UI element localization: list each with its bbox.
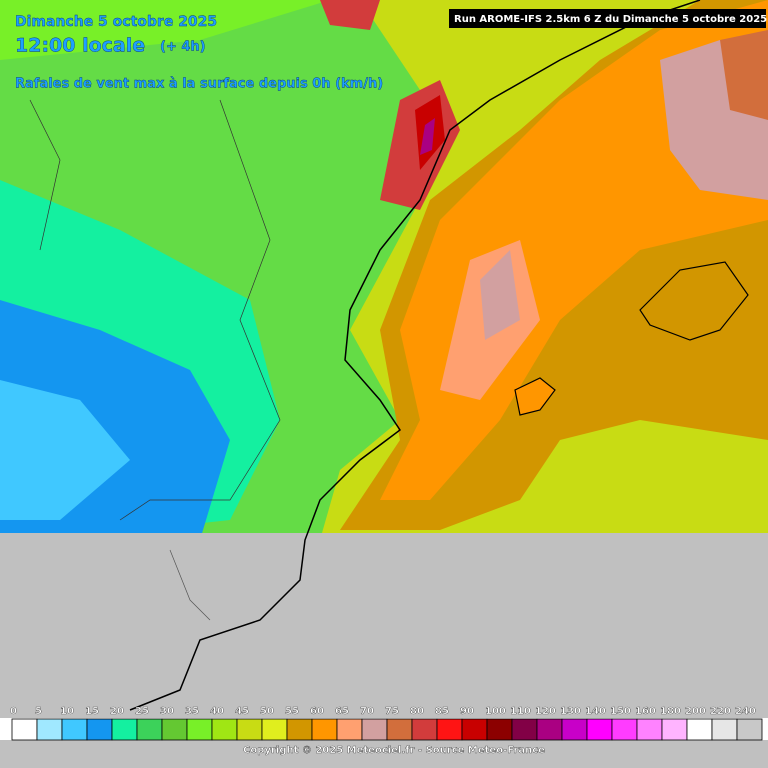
legend-tick-label: 5	[35, 706, 42, 717]
legend-tick-label: 50	[260, 706, 274, 717]
subtitle: Rafales de vent max à la surface depuis …	[15, 77, 383, 92]
legend-tick-label: 140	[585, 706, 606, 717]
legend-swatch	[211, 718, 238, 741]
legend-tick-label: 220	[710, 706, 731, 717]
legend-tick-label: 160	[635, 706, 656, 717]
legend-swatch	[711, 718, 738, 741]
legend-swatch	[236, 718, 263, 741]
legend-swatch	[586, 718, 613, 741]
legend-tick-label: 75	[385, 706, 399, 717]
legend-tick-label: 120	[535, 706, 556, 717]
run-label: Run AROME-IFS 2.5km 6 Z du Dimanche 5 oc…	[454, 14, 767, 25]
legend-swatch	[261, 718, 288, 741]
legend-swatch	[36, 718, 63, 741]
legend-tick-label: 30	[160, 706, 174, 717]
legend-tick-label: 70	[360, 706, 374, 717]
legend-tick-label: 180	[660, 706, 681, 717]
legend-tick-label: 80	[410, 706, 424, 717]
legend: 0 5 10 15 20 25 30 35 40 45 50 55 60 65 70 75 80 85 90 100 1…	[10, 706, 763, 741]
offset-label: (+ 4h)	[160, 40, 206, 55]
legend-swatch	[511, 718, 538, 741]
legend-swatch	[636, 718, 663, 741]
legend-tick-label: 55	[285, 706, 299, 717]
legend-swatch	[386, 718, 413, 741]
legend-tick-label: 150	[610, 706, 631, 717]
legend-tick-label: 100	[485, 706, 506, 717]
legend-tick-label: 35	[185, 706, 199, 717]
legend-swatch	[186, 718, 213, 741]
legend-swatch	[486, 718, 513, 741]
legend-swatch	[736, 718, 763, 741]
legend-swatch	[361, 718, 388, 741]
legend-tick-label: 15	[85, 706, 99, 717]
legend-tick-label: 10	[60, 706, 74, 717]
legend-tick-label: 0	[10, 706, 17, 717]
legend-swatch	[461, 718, 488, 741]
legend-tick-label: 20	[110, 706, 124, 717]
legend-swatch	[536, 718, 563, 741]
legend-swatch	[411, 718, 438, 741]
legend-tick-label: 85	[435, 706, 449, 717]
date-label: Dimanche 5 octobre 2025	[15, 14, 217, 30]
time-label: 12:00 locale	[15, 35, 145, 57]
legend-swatch	[61, 718, 88, 741]
run-box	[449, 9, 766, 28]
legend-swatch	[86, 718, 113, 741]
legend-tick-label: 45	[235, 706, 249, 717]
legend-tick-label: 110	[510, 706, 531, 717]
legend-swatch	[686, 718, 713, 741]
legend-tick-label: 25	[135, 706, 149, 717]
legend-swatch	[336, 718, 363, 741]
legend-swatch	[611, 718, 638, 741]
legend-swatch	[111, 718, 138, 741]
legend-swatch	[161, 718, 188, 741]
legend-tick-label: 40	[210, 706, 224, 717]
legend-swatch	[311, 718, 338, 741]
legend-swatch	[561, 718, 588, 741]
legend-tick-label: 130	[560, 706, 581, 717]
legend-tick-label: 200	[685, 706, 706, 717]
legend-swatch	[286, 718, 313, 741]
legend-tick-label: 65	[335, 706, 349, 717]
legend-tick-label: 240	[735, 706, 756, 717]
legend-tick-label: 60	[310, 706, 324, 717]
legend-swatch	[661, 718, 688, 741]
legend-swatch	[136, 718, 163, 741]
legend-swatch	[436, 718, 463, 741]
copyright: Copyright © 2025 Meteociel.fr - Source M…	[243, 745, 545, 756]
legend-swatch	[11, 718, 38, 741]
legend-tick-label: 90	[460, 706, 474, 717]
